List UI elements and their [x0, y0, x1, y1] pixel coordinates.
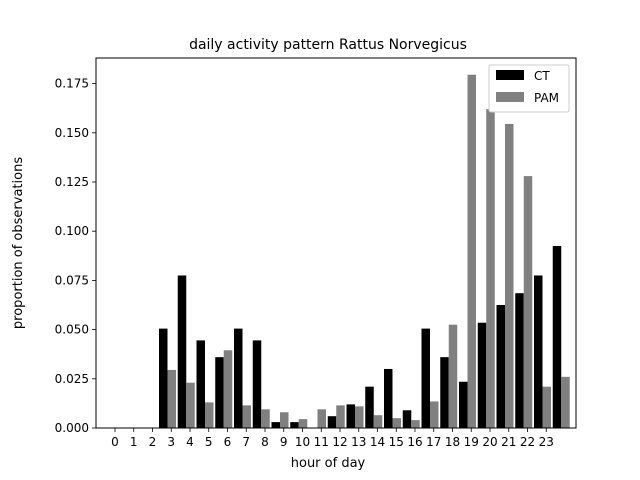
- y-tick-label: 0.075: [55, 273, 89, 287]
- bar-ct-hour-17: [440, 357, 449, 428]
- x-tick-label: 7: [242, 435, 250, 449]
- bar-ct-hour-22: [534, 275, 543, 428]
- x-tick-label: 12: [332, 435, 347, 449]
- bar-pam-hour-22: [542, 386, 551, 428]
- x-tick-label: 0: [111, 435, 119, 449]
- bar-pam-hour-4: [205, 402, 214, 428]
- x-tick-label: 4: [186, 435, 194, 449]
- bar-pam-hour-8: [280, 412, 289, 428]
- bar-pam-hour-23: [561, 376, 570, 428]
- bar-pam-hour-7: [261, 409, 270, 428]
- bar-ct-hour-12: [346, 404, 355, 428]
- x-tick-label: 1: [130, 435, 138, 449]
- bar-ct-hour-13: [365, 386, 374, 428]
- bar-pam-hour-12: [355, 406, 364, 428]
- bar-ct-hour-23: [552, 245, 562, 428]
- x-tick-label: 22: [520, 435, 535, 449]
- bar-ct-hour-11: [327, 416, 337, 428]
- bar-ct-hour-5: [215, 357, 224, 428]
- x-tick-label: 8: [261, 435, 269, 449]
- x-tick-label: 20: [482, 435, 497, 449]
- legend-swatch-ct: [496, 70, 524, 80]
- bar-ct-hour-6: [234, 328, 243, 428]
- bar-pam-hour-9: [298, 419, 308, 428]
- x-tick-label: 9: [280, 435, 288, 449]
- legend-label-pam: PAM: [534, 91, 559, 105]
- bar-ct-hour-3: [177, 275, 187, 428]
- y-tick-label: 0.100: [55, 224, 89, 238]
- y-axis-label: proportion of observations: [11, 157, 26, 329]
- y-tick-label: 0.025: [55, 372, 89, 386]
- plot-frame: [95, 57, 577, 429]
- y-tick-label: 0.125: [55, 175, 89, 189]
- x-tick-label: 23: [539, 435, 554, 449]
- bar-ct-hour-14: [384, 368, 393, 428]
- bar-pam-hour-19: [486, 109, 495, 429]
- legend-swatch-pam: [496, 92, 524, 102]
- x-tick-label: 10: [295, 435, 310, 449]
- legend-label-ct: CT: [534, 69, 550, 83]
- legend: CT PAM: [488, 64, 570, 113]
- bars-group: [159, 74, 570, 429]
- bar-pam-hour-3: [186, 382, 195, 428]
- bar-pam-hour-10: [317, 409, 326, 428]
- x-tick-label: 13: [351, 435, 366, 449]
- bar-ct-hour-19: [477, 322, 487, 428]
- x-tick-label: 16: [407, 435, 422, 449]
- bar-pam-hour-15: [411, 420, 420, 428]
- x-tick-label: 5: [205, 435, 213, 449]
- bar-pam-hour-17: [448, 324, 458, 428]
- x-tick-label: 11: [314, 435, 329, 449]
- bar-ct-hour-20: [496, 304, 505, 428]
- x-tick-label: 21: [501, 435, 516, 449]
- y-tick-label: 0.000: [55, 421, 89, 435]
- bar-pam-hour-14: [392, 418, 401, 428]
- x-tick-label: 15: [389, 435, 404, 449]
- bar-pam-hour-6: [242, 405, 251, 428]
- x-tick-label: 19: [464, 435, 479, 449]
- x-tick-label: 3: [167, 435, 175, 449]
- bar-ct-hour-7: [252, 340, 262, 428]
- bar-pam-hour-5: [223, 350, 233, 428]
- y-axis: 0.000 0.025 0.050 0.075 0.100 0.125 0.150 0.175: [55, 77, 96, 435]
- x-axis-label: hour of day: [291, 456, 366, 471]
- bar-ct-hour-18: [459, 381, 468, 428]
- x-tick-label: 14: [370, 435, 385, 449]
- x-tick-label: 18: [445, 435, 460, 449]
- bar-pam-hour-16: [430, 401, 439, 428]
- bar-ct-hour-16: [421, 328, 430, 428]
- bar-ct-hour-8: [271, 422, 280, 428]
- bar-pam-hour-2: [167, 369, 176, 428]
- y-tick-label: 0.050: [55, 323, 89, 337]
- bar-ct-hour-4: [196, 340, 205, 428]
- bar-ct-hour-21: [515, 293, 524, 428]
- x-axis: 0 1 2 3 4 5 6 7 8 9 10 11 12 13 14 15 16 17 18 19 20 21 22 23: [111, 428, 554, 449]
- bar-ct-hour-9: [290, 422, 299, 428]
- y-tick-label: 0.175: [55, 77, 89, 91]
- bar-pam-hour-18: [467, 74, 476, 428]
- x-tick-label: 17: [426, 435, 441, 449]
- x-tick-label: 2: [149, 435, 157, 449]
- y-tick-label: 0.150: [55, 126, 89, 140]
- bar-pam-hour-11: [336, 405, 345, 428]
- bar-pam-hour-13: [373, 415, 383, 428]
- bar-pam-hour-21: [523, 176, 533, 428]
- bar-pam-hour-20: [505, 123, 514, 429]
- chart-title: daily activity pattern Rattus Norvegicus: [189, 37, 467, 53]
- x-tick-label: 6: [224, 435, 232, 449]
- bar-ct-hour-15: [402, 410, 412, 428]
- bar-ct-hour-2: [159, 328, 168, 428]
